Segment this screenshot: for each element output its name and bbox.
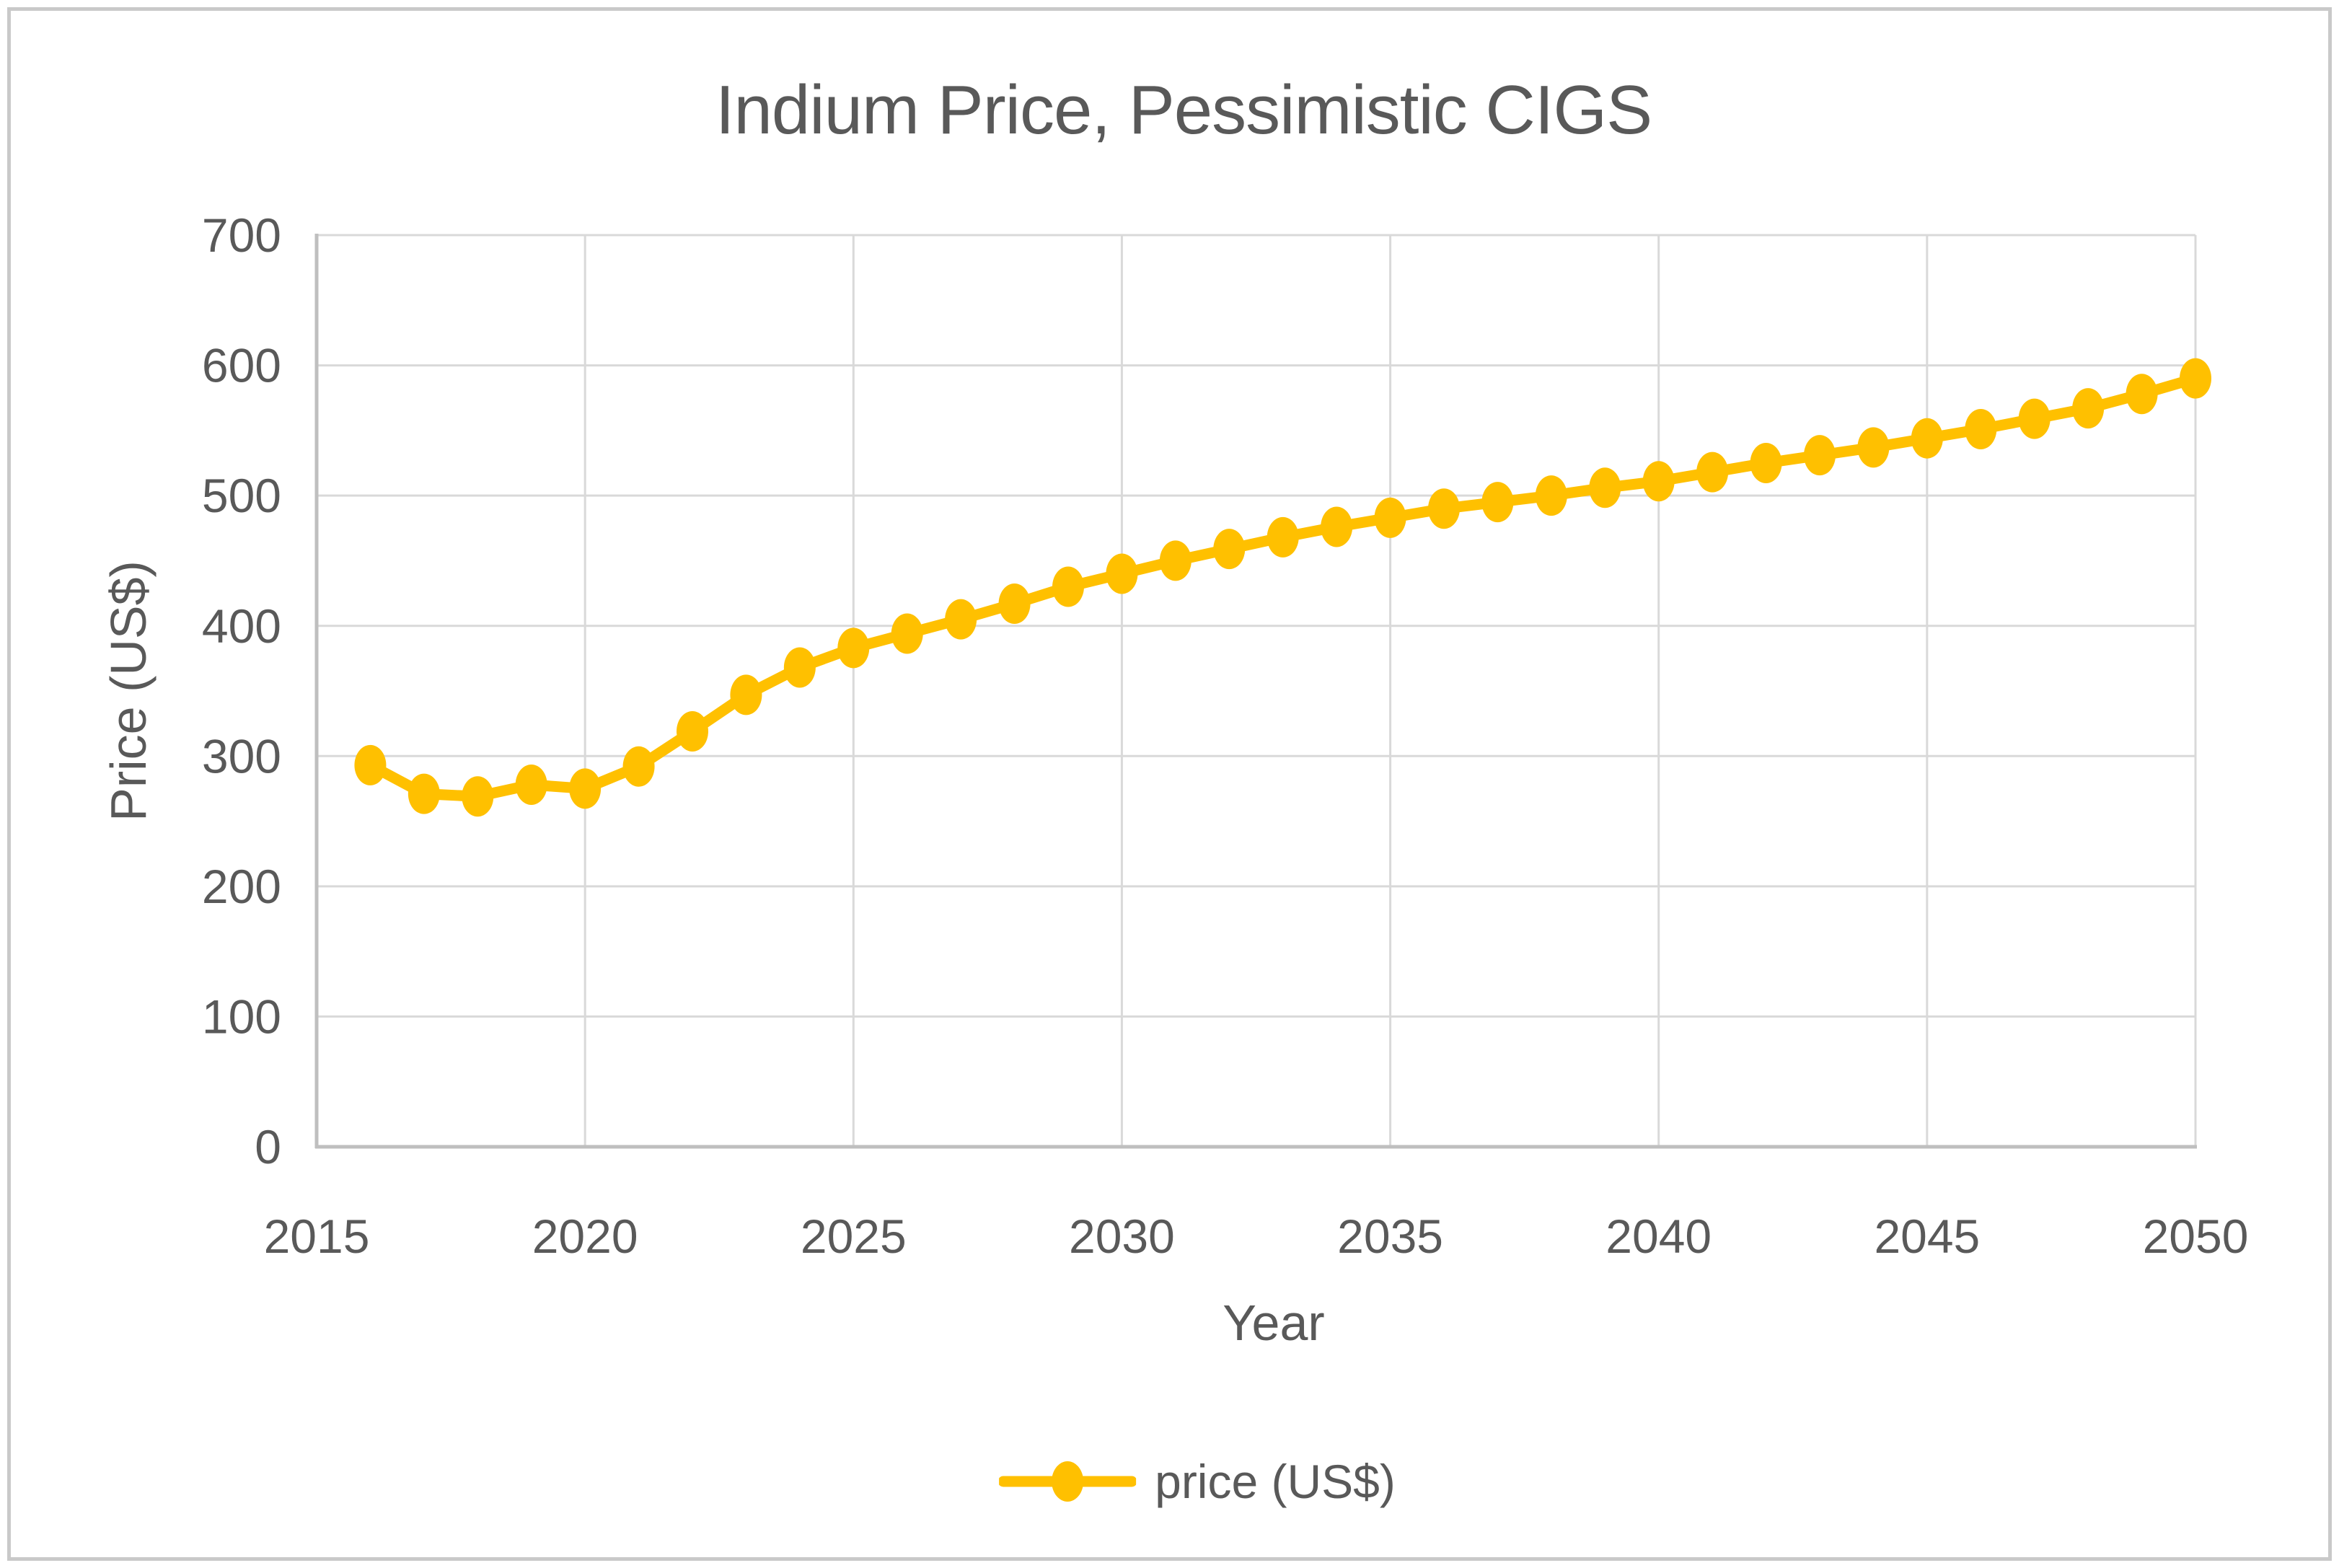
data-point-marker xyxy=(1857,427,1890,468)
data-point-marker xyxy=(783,647,816,688)
data-point-marker xyxy=(1804,435,1836,476)
x-tick-label: 2045 xyxy=(1874,1210,1980,1263)
chart-title: Indium Price, Pessimistic CIGS xyxy=(715,71,1652,149)
data-point-marker xyxy=(1642,461,1675,502)
y-tick-label: 600 xyxy=(202,339,281,392)
data-point-marker xyxy=(408,773,440,814)
data-point-marker xyxy=(1535,475,1567,516)
data-point-marker xyxy=(1374,497,1406,538)
y-tick-label: 500 xyxy=(202,469,281,522)
data-point-marker xyxy=(1267,516,1299,558)
data-point-marker xyxy=(1696,452,1729,493)
y-axis-title: Price (US$) xyxy=(100,560,157,822)
x-tick-label: 2030 xyxy=(1069,1210,1175,1263)
legend-marker-icon xyxy=(999,1461,1137,1502)
x-tick-label: 2035 xyxy=(1337,1210,1443,1263)
x-tick-label: 2040 xyxy=(1605,1210,1712,1263)
data-point-marker xyxy=(891,613,923,654)
data-point-marker xyxy=(2180,358,2211,399)
y-tick-label: 200 xyxy=(202,860,281,913)
y-tick-label: 700 xyxy=(202,208,281,262)
data-point-marker xyxy=(515,765,547,806)
y-tick-label: 0 xyxy=(255,1120,281,1173)
data-point-marker xyxy=(837,627,870,669)
data-point-marker xyxy=(2126,374,2158,415)
data-point-marker xyxy=(677,710,708,752)
data-point-marker xyxy=(1106,553,1138,594)
data-point-marker xyxy=(1589,467,1621,508)
x-tick-label: 2050 xyxy=(2143,1210,2249,1263)
data-point-marker xyxy=(1428,488,1460,529)
data-point-marker xyxy=(569,768,602,809)
data-point-marker xyxy=(1159,540,1191,581)
x-tick-label: 2015 xyxy=(264,1210,370,1263)
x-tick-label: 2025 xyxy=(801,1210,907,1263)
data-point-marker xyxy=(1481,482,1514,523)
data-point-marker xyxy=(1965,409,1997,450)
legend-series-label: price (US$) xyxy=(1155,1455,1396,1508)
chart-outer-border xyxy=(7,7,2332,1561)
data-point-marker xyxy=(622,746,655,787)
data-point-marker xyxy=(2072,388,2105,429)
data-point-marker xyxy=(1750,443,1782,483)
data-point-marker xyxy=(1052,566,1084,607)
data-point-marker xyxy=(998,583,1031,625)
data-point-marker xyxy=(1911,418,1943,459)
data-point-marker xyxy=(1213,529,1246,570)
y-tick-label: 400 xyxy=(202,599,281,653)
data-point-marker xyxy=(354,744,387,785)
data-point-marker xyxy=(730,674,762,715)
y-tick-label: 100 xyxy=(202,990,281,1044)
data-point-marker xyxy=(1321,506,1353,547)
data-point-marker xyxy=(945,599,977,640)
x-tick-label: 2020 xyxy=(532,1210,638,1263)
data-point-marker xyxy=(462,776,494,817)
y-tick-label: 300 xyxy=(202,729,281,783)
data-point-marker xyxy=(2018,398,2051,439)
legend: price (US$) xyxy=(999,1454,1396,1509)
x-axis-title: Year xyxy=(1223,1295,1325,1351)
